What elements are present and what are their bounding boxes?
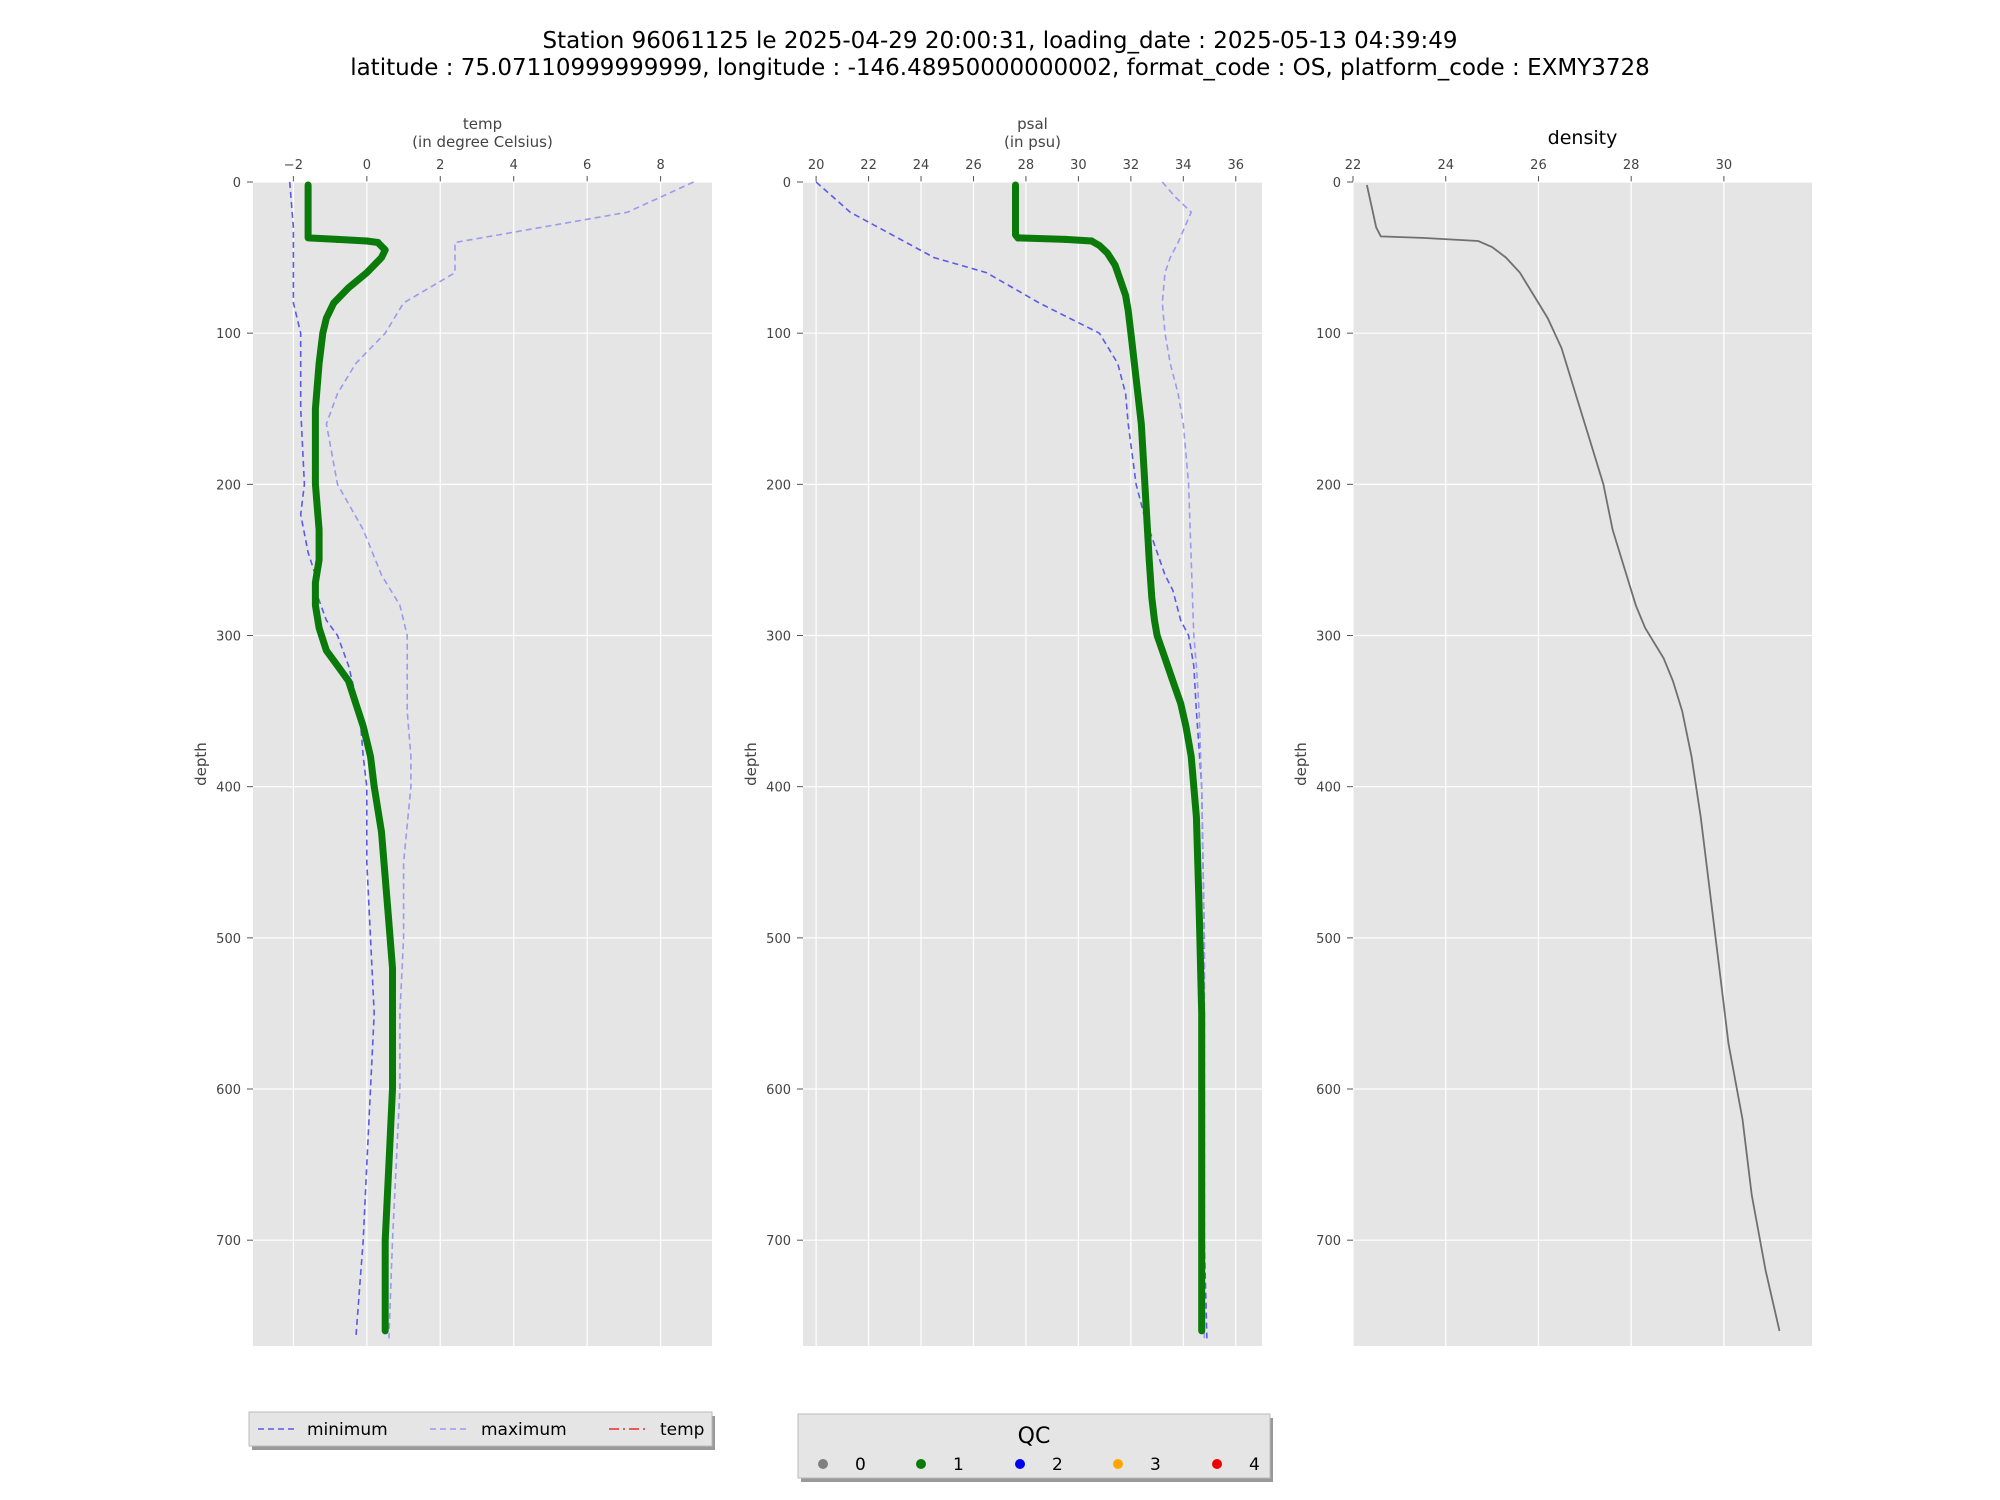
x-tick-label: 2: [436, 158, 444, 173]
y-tick-label: 700: [216, 1234, 241, 1249]
y-tick-label: 600: [1316, 1083, 1341, 1098]
y-tick-label: 0: [233, 176, 241, 191]
legend-lines: minimum maximum temp: [248, 1411, 715, 1450]
x-tick-label: 8: [656, 158, 664, 173]
x-tick-label: 24: [1437, 158, 1454, 173]
y-tick-label: 100: [216, 327, 241, 342]
y-tick-label: 100: [1316, 327, 1341, 342]
y-tick-label: 600: [766, 1083, 791, 1098]
y-tick-label: 500: [1316, 932, 1341, 947]
x-axis-title-line-2: (in psu): [1004, 133, 1061, 151]
legend-minimum-label: minimum: [307, 1420, 388, 1440]
y-tick-label: 400: [766, 781, 791, 796]
qc1-point: [363, 237, 371, 245]
legend-maximum-label: maximum: [481, 1420, 567, 1440]
x-tick-label: 22: [1345, 158, 1362, 173]
x-tick-label: 26: [965, 158, 982, 173]
qc1-point: [333, 235, 342, 244]
x-tick-label: 22: [860, 158, 877, 173]
chart-panel-3: 22 24 26 28 300100200300400500600700depthden…: [1292, 127, 1812, 1346]
series-maximum: [1161, 181, 1206, 1339]
y-axis-title: depth: [742, 742, 760, 786]
y-axis-title: depth: [192, 742, 210, 786]
x-tick-label: 32: [1123, 158, 1140, 173]
chart-panels: −2 0 2 4 6 80100200300400500600700depthtemp(i…: [192, 115, 1812, 1346]
x-tick-label: 20: [808, 158, 825, 173]
x-tick-label: 36: [1227, 158, 1244, 173]
legend-qc-2-label: 2: [1052, 1455, 1063, 1475]
y-tick-label: 300: [216, 630, 241, 645]
legend-qc-4-label: 4: [1249, 1455, 1260, 1475]
x-tick-label: 0: [363, 158, 371, 173]
series-qc-1: [304, 181, 396, 1335]
y-tick-label: 500: [766, 932, 791, 947]
x-axis-title-line-1: temp: [463, 115, 502, 133]
chart-panel-2: 20 22 24 26 28 30 32 34 36 0 100 200 300 400 500 600 700…: [742, 115, 1262, 1346]
legend-qc-4-marker: [1212, 1459, 1222, 1469]
x-tick-label: 4: [510, 158, 518, 173]
series-density: [1366, 184, 1781, 1332]
y-tick-label: 0: [783, 176, 791, 191]
figure-title-line-2: latitude : 75.07110999999999, longitude …: [350, 55, 1650, 81]
x-tick-label: 30: [1716, 158, 1733, 173]
x-axis-title-line-1: psal: [1017, 115, 1048, 133]
y-axis-title: depth: [1292, 742, 1310, 786]
chart-panel-1: −2 0 2 4 6 8 0 100 200 300 400 500 600 700 depth temp(i…: [192, 115, 712, 1346]
legend-temp-label: temp: [660, 1420, 704, 1440]
qc1-point: [1014, 234, 1022, 242]
legend-qc-box: [797, 1413, 1271, 1479]
x-tick-label: 6: [583, 158, 591, 173]
y-tick-label: 200: [766, 478, 791, 493]
y-tick-label: 700: [1316, 1234, 1341, 1249]
y-tick-label: 400: [1316, 781, 1341, 796]
legend-qc-0-label: 0: [855, 1455, 866, 1475]
legend-qc-0-marker: [818, 1459, 828, 1469]
x-tick-label: 34: [1175, 158, 1192, 173]
y-tick-label: 700: [766, 1234, 791, 1249]
plot-background: [253, 182, 712, 1346]
y-tick-label: 0: [1333, 176, 1341, 191]
plot-background: [1353, 182, 1812, 1346]
y-tick-label: 200: [216, 478, 241, 493]
x-tick-label: 28: [1018, 158, 1035, 173]
legend-qc-title: QC: [1018, 1424, 1051, 1449]
plot-background: [803, 182, 1262, 1346]
legend-qc-1-marker: [916, 1459, 926, 1469]
series-minimum: [288, 181, 376, 1339]
qc1-point: [374, 238, 382, 247]
legend-qc-3-label: 3: [1150, 1455, 1161, 1475]
x-tick-label: 24: [913, 158, 930, 173]
y-tick-label: 100: [766, 327, 791, 342]
y-tick-label: 600: [216, 1083, 241, 1098]
x-tick-label: 28: [1623, 158, 1640, 173]
x-axis-title-line-2: (in degree Celsius): [412, 133, 553, 151]
qc1-point: [1061, 235, 1069, 244]
y-tick-label: 400: [216, 781, 241, 796]
legend-qc-2-marker: [1015, 1459, 1025, 1469]
x-tick-label: 30: [1070, 158, 1087, 173]
figure-title-line-1: Station 96061125 le 2025-04-29 20:00:31,…: [543, 28, 1458, 54]
y-tick-label: 300: [766, 630, 791, 645]
x-axis-title: density: [1548, 127, 1618, 149]
legend-qc-1-label: 1: [953, 1455, 964, 1475]
y-tick-label: 300: [1316, 630, 1341, 645]
x-tick-label: 26: [1530, 158, 1547, 173]
legend-qc-3-marker: [1113, 1459, 1123, 1469]
legend-qc: QC 0 1 2 3 4: [797, 1413, 1273, 1482]
y-tick-label: 200: [1316, 478, 1341, 493]
series-maximum: [325, 181, 694, 1339]
legend-qc-entries: 0 1 2 3 4: [818, 1455, 1260, 1475]
x-tick-label: −2: [284, 158, 303, 173]
y-tick-label: 500: [216, 932, 241, 947]
qc1-point: [1087, 237, 1096, 245]
